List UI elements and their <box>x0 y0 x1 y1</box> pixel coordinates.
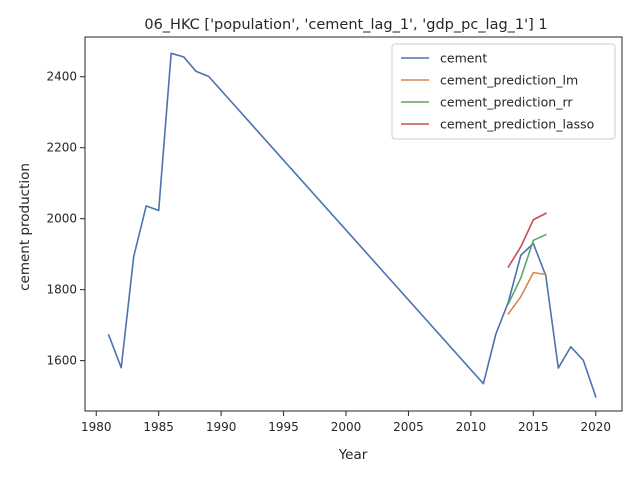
x-tick-label: 2010 <box>456 420 487 434</box>
legend-box <box>391 43 616 140</box>
x-axis-label: Year <box>338 447 368 463</box>
x-tick-label: 1990 <box>206 420 237 434</box>
legend-label-2: cement_prediction_rr <box>440 95 573 110</box>
y-axis-label: cement production <box>17 163 33 291</box>
plot-frame <box>84 36 623 412</box>
series-line-0 <box>107 52 597 398</box>
x-tick-label: 2000 <box>331 420 362 434</box>
x-axis: 1980 1985 1990 1995 2000 2005 2010 2015 2020 <box>81 411 611 434</box>
series-line-2 <box>507 233 547 305</box>
x-tick-label: 1980 <box>81 420 112 434</box>
x-tick-label: 2005 <box>393 420 424 434</box>
y-tick-label: 1600 <box>46 354 77 368</box>
legend-label-0: cement <box>440 51 487 66</box>
legend-label-1: cement_prediction_lm <box>440 73 578 88</box>
y-tick-label: 2000 <box>46 212 77 226</box>
legend: cement cement_prediction_lm cement_predict… <box>391 43 616 140</box>
y-axis: 1600 1800 2000 2200 2400 <box>46 70 85 368</box>
legend-label-3: cement_prediction_lasso <box>440 117 594 132</box>
chart-title: 06_HKC ['population', 'cement_lag_1', 'g… <box>144 17 547 33</box>
plot-area <box>107 52 597 398</box>
y-tick-label: 2400 <box>46 70 77 84</box>
y-tick-label: 1800 <box>46 283 77 297</box>
y-tick-label: 2200 <box>46 141 77 155</box>
series-line-1 <box>507 271 547 315</box>
x-tick-label: 2015 <box>518 420 549 434</box>
x-tick-label: 1995 <box>268 420 299 434</box>
x-tick-label: 2020 <box>581 420 612 434</box>
x-tick-label: 1985 <box>143 420 174 434</box>
series-line-3 <box>507 212 547 269</box>
